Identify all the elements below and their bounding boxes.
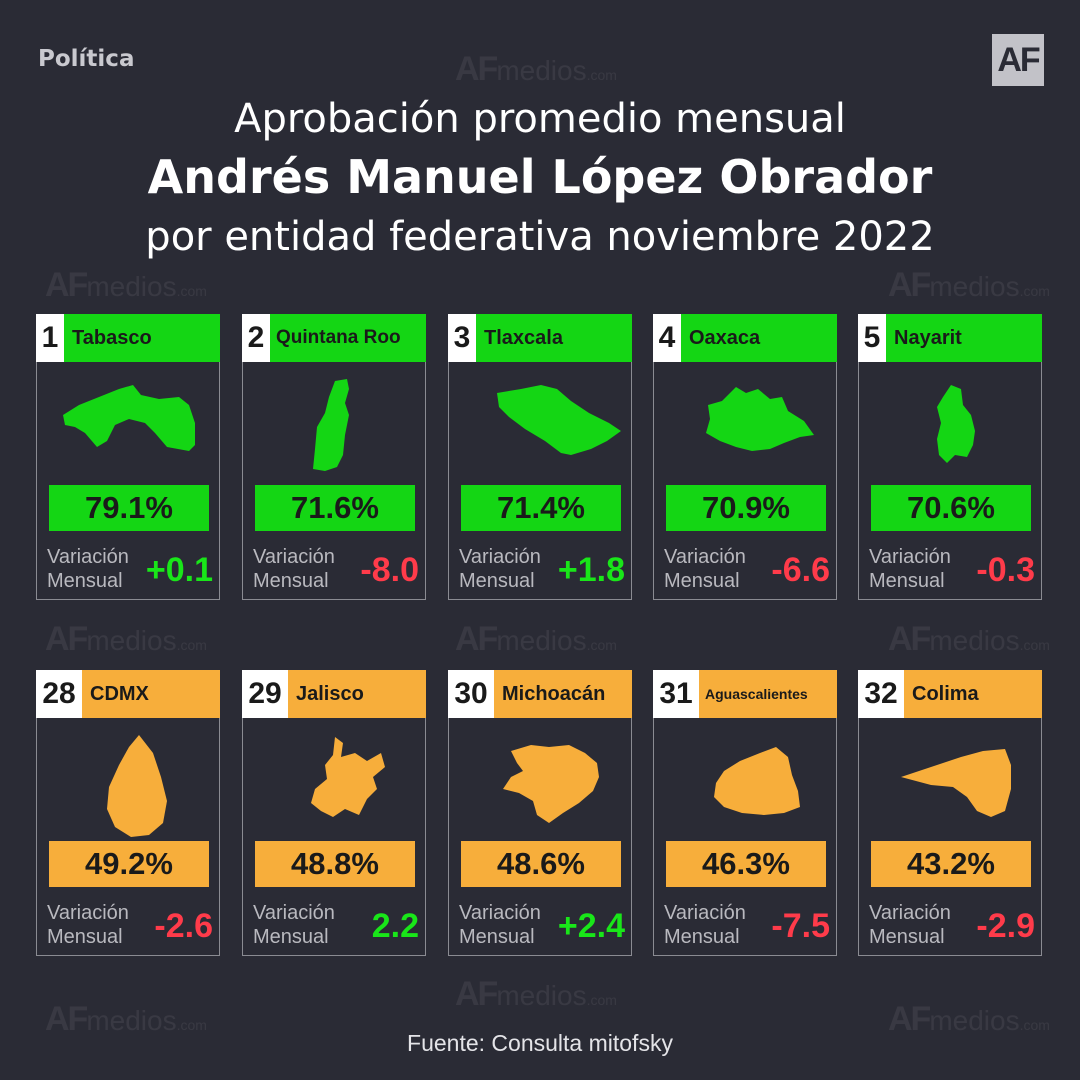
approval-value: 71.4% [461, 485, 621, 531]
state-card-colima: 32 Colima 43.2% Variación Mensual -2.9 [858, 670, 1042, 956]
jalisco-map-icon [311, 737, 385, 817]
state-card-cdmx: 28 CDMX 49.2% Variación Mensual -2.6 [36, 670, 220, 956]
state-card-tabasco: 1 Tabasco 79.1% Variación Mensual +0.1 [36, 314, 220, 600]
approval-value: 70.6% [871, 485, 1031, 531]
state-name: Oaxaca [681, 314, 837, 362]
state-name: Quintana Roo [270, 314, 426, 362]
state-rank: 5 [858, 314, 886, 362]
watermark: AFmedios.com [888, 266, 1050, 304]
variation-label: Variación Mensual [253, 902, 335, 948]
colima-map-icon [901, 749, 1011, 817]
watermark: AFmedios.com [888, 1000, 1050, 1038]
variation-label: Variación Mensual [869, 546, 951, 592]
watermark: AFmedios.com [45, 620, 207, 658]
oaxaca-map-icon [706, 387, 814, 451]
state-rank: 31 [653, 670, 699, 718]
approval-value: 71.6% [255, 485, 415, 531]
state-name: CDMX [82, 670, 220, 718]
source-note: Fuente: Consulta mitofsky [407, 1030, 673, 1056]
variation-value: -8.0 [360, 551, 419, 589]
aguascalientes-map-icon [714, 747, 800, 815]
variation-label: Variación Mensual [664, 902, 746, 948]
state-card-aguascalientes: 31 Aguascalientes 46.3% Variación Mensual … [653, 670, 837, 956]
michoacan-map-icon [503, 745, 599, 823]
state-card-oaxaca: 4 Oaxaca 70.9% Variación Mensual -6.6 [653, 314, 837, 600]
variation-label: Variación Mensual [459, 902, 541, 948]
variation-value: +1.8 [557, 551, 625, 589]
state-rank: 30 [448, 670, 494, 718]
section-label: Política [38, 46, 135, 72]
variation-label: Variación Mensual [664, 546, 746, 592]
state-name: Colima [904, 670, 1042, 718]
state-name: Michoacán [494, 670, 632, 718]
state-card-quintana-roo: 2 Quintana Roo 71.6% Variación Mensual -8.… [242, 314, 426, 600]
approval-value: 48.6% [461, 841, 621, 887]
variation-value: 2.2 [371, 907, 419, 945]
tlaxcala-map-icon [497, 385, 621, 455]
title-line-1: Aprobación promedio mensual [234, 96, 846, 142]
af-logo: AF [992, 34, 1044, 86]
approval-value: 48.8% [255, 841, 415, 887]
approval-value: 79.1% [49, 485, 209, 531]
state-rank: 28 [36, 670, 82, 718]
state-card-michoacan: 30 Michoacán 48.6% Variación Mensual +2.4 [448, 670, 632, 956]
variation-label: Variación Mensual [459, 546, 541, 592]
watermark: AFmedios.com [888, 620, 1050, 658]
state-name: Jalisco [288, 670, 426, 718]
state-rank: 2 [242, 314, 270, 362]
quintana-roo-map-icon [313, 379, 349, 471]
variation-value: +2.4 [557, 907, 625, 945]
state-rank: 4 [653, 314, 681, 362]
title-line-2: Andrés Manuel López Obrador [147, 150, 933, 204]
state-card-nayarit: 5 Nayarit 70.6% Variación Mensual -0.3 [858, 314, 1042, 600]
watermark: AFmedios.com [45, 266, 207, 304]
state-rank: 1 [36, 314, 64, 362]
approval-value: 70.9% [666, 485, 826, 531]
variation-value: -2.9 [976, 907, 1035, 945]
cdmx-map-icon [107, 735, 167, 837]
variation-value: -2.6 [154, 907, 213, 945]
approval-value: 46.3% [666, 841, 826, 887]
watermark: AFmedios.com [45, 1000, 207, 1038]
variation-label: Variación Mensual [869, 902, 951, 948]
variation-label: Variación Mensual [47, 902, 129, 948]
state-rank: 3 [448, 314, 476, 362]
variation-value: -6.6 [771, 551, 830, 589]
variation-label: Variación Mensual [253, 546, 335, 592]
approval-value: 49.2% [49, 841, 209, 887]
state-rank: 29 [242, 670, 288, 718]
variation-label: Variación Mensual [47, 546, 129, 592]
variation-value: -7.5 [771, 907, 830, 945]
watermark: AFmedios.com [455, 620, 617, 658]
variation-value: +0.1 [145, 551, 213, 589]
state-rank: 32 [858, 670, 904, 718]
state-card-tlaxcala: 3 Tlaxcala 71.4% Variación Mensual +1.8 [448, 314, 632, 600]
state-name: Aguascalientes [699, 670, 837, 718]
state-name: Tlaxcala [476, 314, 632, 362]
watermark: AFmedios.com [455, 975, 617, 1013]
tabasco-map-icon [63, 385, 195, 451]
title-line-3: por entidad federativa noviembre 2022 [145, 214, 935, 260]
state-name: Tabasco [64, 314, 220, 362]
nayarit-map-icon [937, 385, 975, 463]
variation-value: -0.3 [976, 551, 1035, 589]
state-card-jalisco: 29 Jalisco 48.8% Variación Mensual 2.2 [242, 670, 426, 956]
approval-value: 43.2% [871, 841, 1031, 887]
state-name: Nayarit [886, 314, 1042, 362]
watermark: AFmedios.com [455, 50, 617, 88]
